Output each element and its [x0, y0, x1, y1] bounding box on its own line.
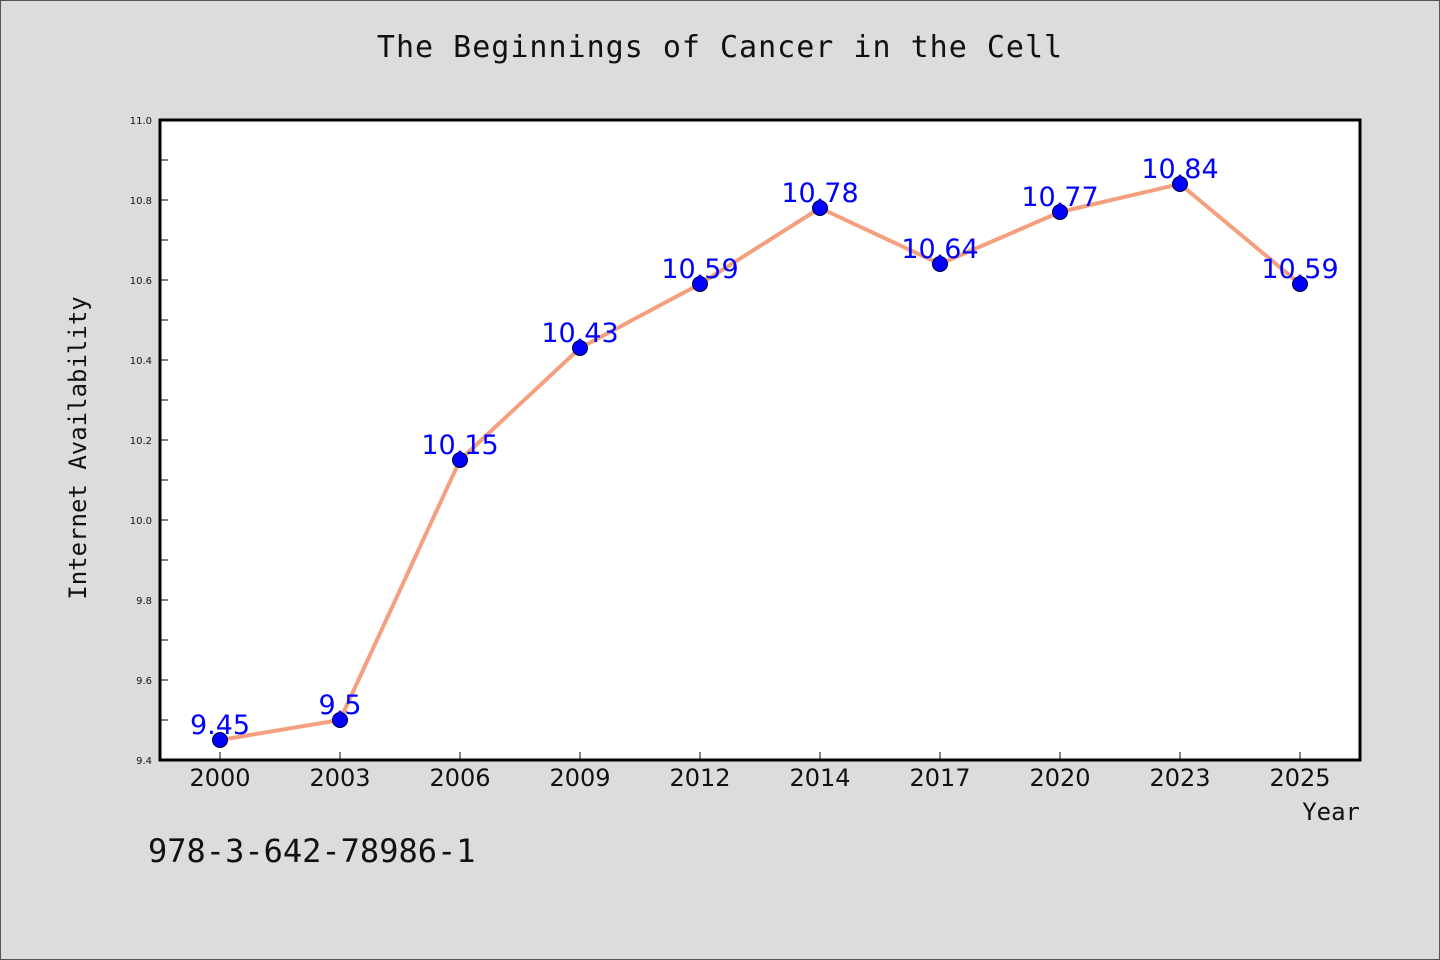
chart-title: The Beginnings of Cancer in the Cell: [376, 30, 1064, 65]
data-point-marker: [932, 256, 948, 272]
y-tick-label: 10.6: [130, 276, 152, 287]
x-tick-label: 2012: [669, 764, 730, 792]
series-line: [219, 182, 1302, 742]
y-axis-ticks: 9.4 9.6 9.8 10.0 10.2 10.4 10.6 10.8 11.0: [130, 116, 168, 767]
y-tick-label: 9.4: [136, 756, 152, 767]
data-label: 10.77: [1021, 182, 1098, 213]
data-label: 10.64: [901, 234, 978, 265]
data-label: 9.45: [190, 710, 250, 741]
data-label: 10.15: [421, 430, 498, 461]
x-tick-label: 2009: [549, 764, 610, 792]
data-label: 10.59: [661, 254, 738, 285]
x-tick-label: 2025: [1269, 764, 1330, 792]
y-tick-label: 11.0: [130, 116, 152, 127]
y-axis-label: Internet Availability: [64, 296, 92, 599]
data-labels: 9.45 9.5 10.15 10.43 10.59 10.78 10.64 10.77 10.…: [190, 154, 1339, 741]
data-point-marker: [572, 340, 588, 356]
data-label: 10.43: [541, 318, 618, 349]
x-axis-ticks: 2000 2003 2006 2009 2012 2014 2017 2020 2023 2025: [189, 752, 1331, 792]
y-tick-label: 10.0: [130, 516, 152, 527]
data-point-marker: [692, 276, 708, 292]
y-tick-label: 10.2: [130, 436, 152, 447]
x-tick-label: 2023: [1149, 764, 1210, 792]
data-point-marker: [212, 732, 228, 748]
y-tick-label: 9.6: [136, 676, 152, 687]
data-point-marker: [1172, 176, 1188, 192]
data-point-marker: [332, 712, 348, 728]
x-tick-label: 2000: [189, 764, 250, 792]
data-label: 10.84: [1141, 154, 1218, 185]
data-point-marker: [452, 452, 468, 468]
data-point-marker: [1052, 204, 1068, 220]
x-tick-label: 2020: [1029, 764, 1090, 792]
x-axis-label: Year: [1302, 798, 1360, 826]
x-tick-label: 2017: [909, 764, 970, 792]
data-point-marker: [812, 200, 828, 216]
data-label: 10.78: [781, 178, 858, 209]
plot-area: [158, 118, 1362, 762]
data-point-marker: [1292, 276, 1308, 292]
x-tick-label: 2014: [789, 764, 850, 792]
y-tick-label: 10.4: [130, 356, 152, 367]
data-series: [212, 176, 1308, 748]
x-tick-label: 2003: [309, 764, 370, 792]
x-tick-label: 2006: [429, 764, 490, 792]
data-label: 10.59: [1261, 254, 1338, 285]
data-label: 9.5: [319, 690, 362, 721]
y-tick-label: 10.8: [130, 196, 152, 207]
y-tick-label: 9.8: [136, 596, 152, 607]
isbn-text: 978-3-642-78986-1: [148, 832, 476, 870]
